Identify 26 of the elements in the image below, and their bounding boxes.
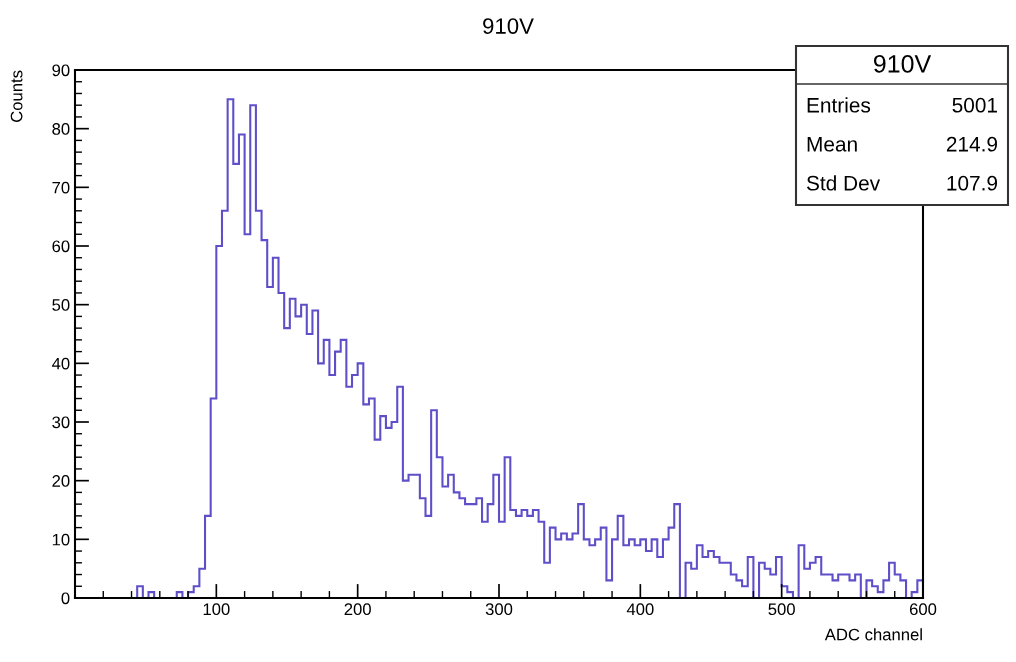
text: 214.9: [946, 136, 998, 152]
y-tick-label: 20: [52, 475, 70, 487]
x-tick-label: 400: [626, 603, 654, 616]
text: 107.9: [947, 175, 998, 191]
y-tick-label: 40: [51, 357, 70, 370]
x-tick-label: 500: [768, 603, 795, 616]
annotation: Std Dev: [806, 175, 881, 191]
y-tick-label: 60: [52, 240, 70, 253]
y-tick-label: 90: [52, 64, 70, 77]
text: 5001: [952, 97, 997, 113]
y-tick-label: 0: [61, 592, 70, 605]
y-tick-label: 70: [52, 181, 70, 194]
x-tick-label: 200: [344, 603, 371, 616]
y-axis-title: Counts: [10, 70, 23, 122]
chart-title: 910V: [483, 18, 534, 34]
x-tick-label: 300: [485, 603, 513, 616]
x-tick-label: 100: [203, 603, 230, 616]
y-tick-label: 50: [52, 299, 70, 311]
annotation: 910V: [873, 55, 932, 73]
x-tick-label: 600: [909, 603, 937, 616]
y-tick-label: 10: [52, 533, 70, 546]
y-tick-label: 80: [52, 123, 70, 135]
x-axis-title: ADC channel: [824, 628, 922, 641]
y-tick-label: 30: [52, 416, 70, 429]
annotation: Mean: [807, 137, 857, 152]
annotation: Entries: [807, 97, 871, 113]
